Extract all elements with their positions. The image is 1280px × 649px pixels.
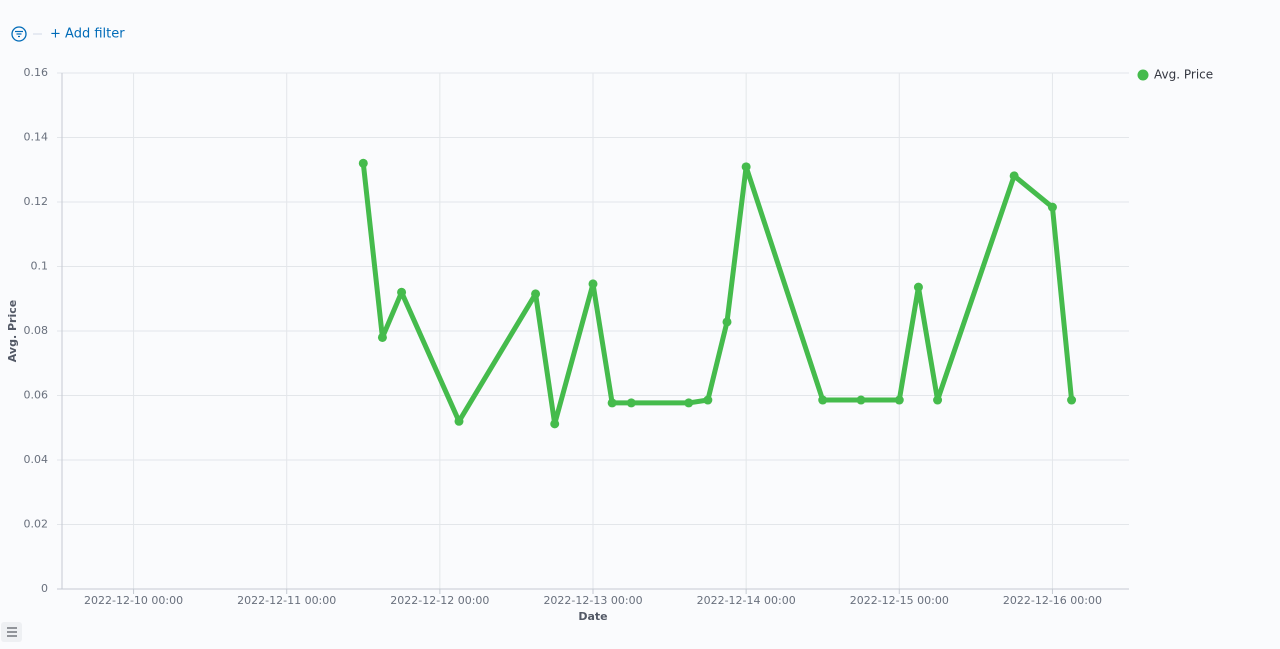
x-axis-label: Date [578,610,607,623]
y-tick-label: 0.1 [31,260,49,273]
y-tick-label: 0.16 [24,66,49,79]
x-tick-label: 2022-12-12 00:00 [390,594,489,607]
x-tick-label: 2022-12-16 00:00 [1003,594,1102,607]
y-tick-label: 0.08 [24,324,49,337]
point [818,395,828,405]
y-tick-label: 0.06 [24,389,49,402]
point [550,419,560,429]
point [454,416,464,426]
point [607,398,617,408]
point [933,395,943,405]
point [894,395,904,405]
y-tick-label: 0 [41,582,48,595]
x-tick-label: 2022-12-10 00:00 [84,594,183,607]
point [722,317,732,327]
y-tick-label: 0.04 [24,453,49,466]
x-tick-label: 2022-12-13 00:00 [543,594,642,607]
x-tick-label: 2022-12-15 00:00 [850,594,949,607]
filter-icon[interactable] [11,26,27,42]
point [531,289,541,299]
point [1047,202,1057,212]
y-tick-label: 0.12 [24,195,49,208]
point [684,398,694,408]
y-axis-label: Avg. Price [6,300,19,362]
list-icon [7,627,17,637]
x-tick-label: 2022-12-11 00:00 [237,594,336,607]
point [626,398,636,408]
point [358,158,368,168]
point [397,287,407,297]
legend-marker [1137,69,1149,81]
point [588,279,598,289]
point [703,395,713,405]
point [741,162,751,172]
x-tick-label: 2022-12-14 00:00 [697,594,796,607]
point [913,282,923,292]
y-tick-label: 0.14 [24,131,49,144]
y-tick-label: 0.02 [24,518,49,531]
point [1067,395,1077,405]
point [377,332,387,342]
point [856,395,866,405]
add-filter[interactable]: + Add filter [50,27,125,42]
point [1009,171,1019,181]
legend-label: Avg. Price [1154,68,1213,82]
